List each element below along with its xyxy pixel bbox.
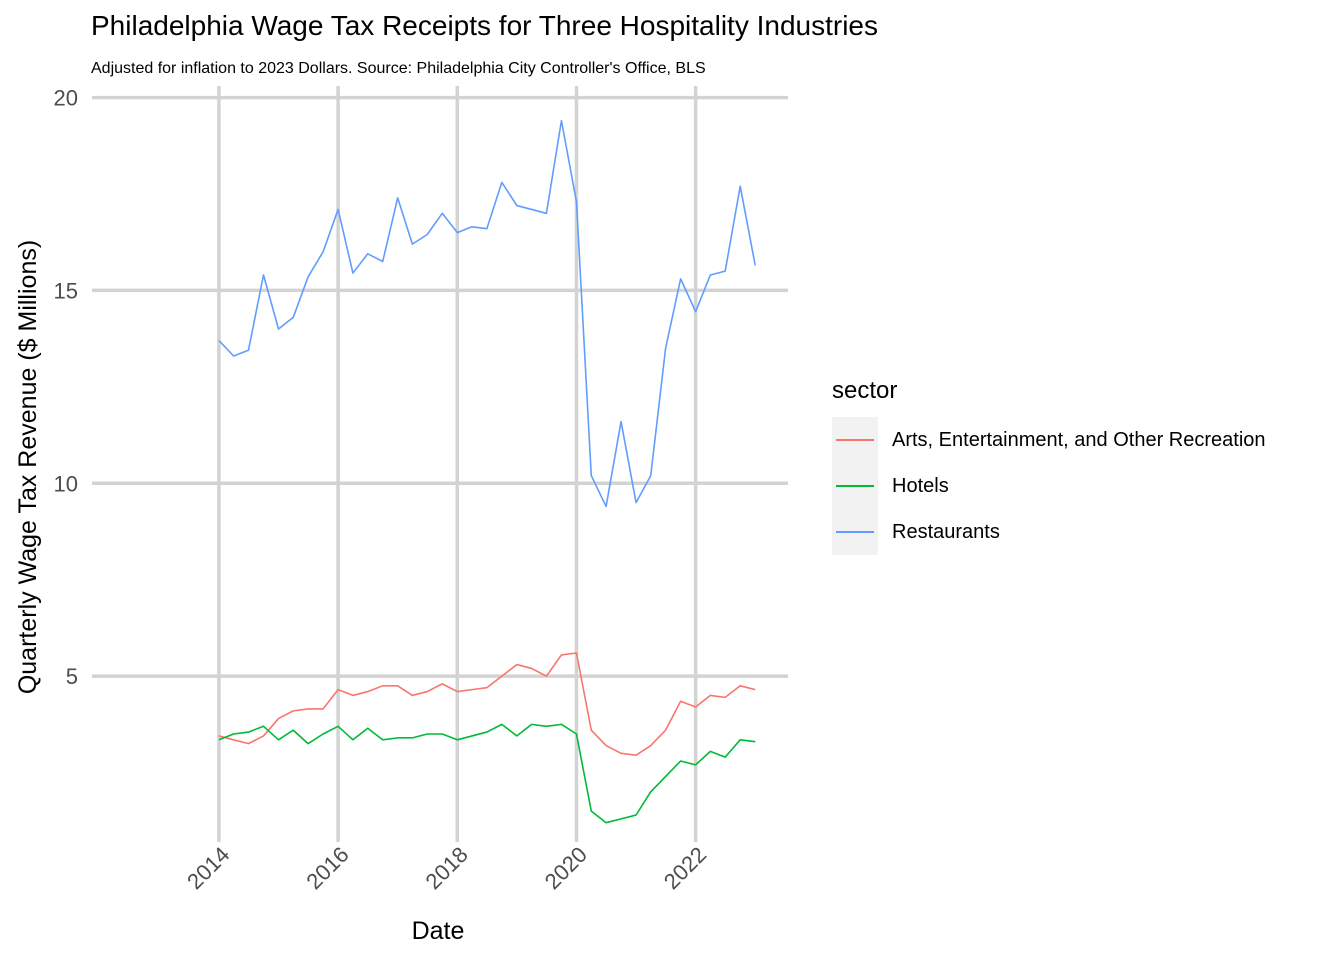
- legend-item-restaurants: Restaurants: [832, 509, 1266, 555]
- y-axis-ticks: 5 10 15 20: [54, 86, 78, 690]
- series-lines: [218, 119, 757, 824]
- legend-swatch-arts: [836, 439, 874, 441]
- legend-key: [832, 509, 878, 555]
- y-tick-label: 20: [54, 86, 78, 111]
- x-tick-label: 2020: [540, 842, 592, 894]
- legend-title: sector: [832, 377, 898, 404]
- legend: sector Arts, Entertainment, and Other Re…: [832, 377, 1266, 555]
- legend-label: Arts, Entertainment, and Other Recreatio…: [892, 428, 1266, 451]
- x-tick-label: 2022: [659, 842, 711, 894]
- legend-swatch-restaurants: [836, 531, 874, 533]
- y-axis-title: Quarterly Wage Tax Revenue ($ Millions): [14, 240, 42, 694]
- series-line-arts-entertainment-and-other-recreation: [218, 652, 756, 757]
- x-axis-ticks: 2014 2016 2018 2020 2022: [182, 842, 711, 894]
- series-line-hotels: [218, 723, 756, 824]
- x-tick-label: 2014: [182, 842, 234, 894]
- y-tick-label: 5: [66, 664, 78, 689]
- x-axis-title: Date: [412, 917, 465, 945]
- series-line-restaurants: [218, 119, 757, 508]
- grid-lines: [92, 86, 788, 842]
- y-tick-label: 15: [54, 278, 78, 303]
- chart-title: Philadelphia Wage Tax Receipts for Three…: [91, 10, 878, 41]
- legend-swatch-hotels: [836, 485, 874, 487]
- x-tick-label: 2016: [301, 842, 353, 894]
- legend-key: [832, 463, 878, 509]
- chart-subtitle: Adjusted for inflation to 2023 Dollars. …: [91, 60, 706, 77]
- legend-label: Hotels: [892, 474, 949, 497]
- x-tick-label: 2018: [421, 842, 473, 894]
- legend-label: Restaurants: [892, 520, 1000, 543]
- legend-key: [832, 417, 878, 463]
- legend-item-hotels: Hotels: [832, 463, 1266, 509]
- y-tick-label: 10: [54, 471, 78, 496]
- legend-item-arts: Arts, Entertainment, and Other Recreatio…: [832, 417, 1266, 463]
